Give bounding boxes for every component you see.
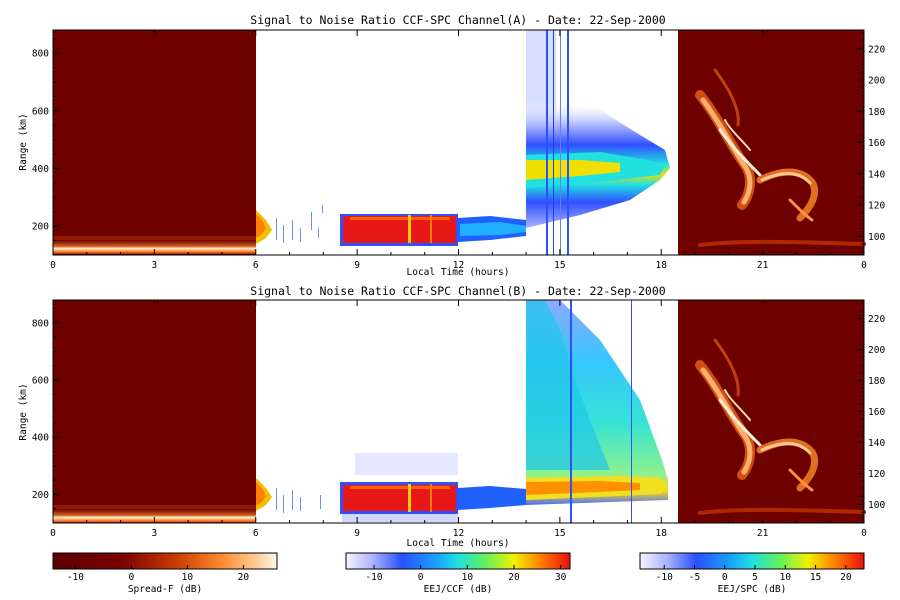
panel-a-spc-vertical-streaks (546, 30, 569, 255)
panel-b-spreadf-plume (695, 338, 866, 515)
panel-b-ytick-right-label: 180 (868, 376, 885, 387)
colorbar-tick-label: 10 (780, 572, 792, 583)
panel-b-axes: 0 3 6 9 12 15 18 21 0 200 400 600 800 100 120 140 160 180… (32, 300, 885, 539)
colorbar-tick-label: 10 (182, 572, 194, 583)
panel-a-plot (53, 30, 866, 255)
panel-a-xtick-label: 6 (253, 260, 259, 271)
panel-a-xtick-label: 15 (554, 260, 565, 271)
colorbar-tick-label: 20 (238, 572, 250, 583)
panel-b-plot (53, 300, 866, 523)
panel-a-xtick-label: 12 (453, 260, 464, 271)
colorbar-tick-label: 30 (555, 572, 567, 583)
panel-b-title: Signal to Noise Ratio CCF-SPC Channel(B)… (250, 284, 665, 298)
panel-a-ytick-label: 400 (32, 164, 49, 175)
colorbar-spreadf-label: Spread-F (dB) (128, 584, 202, 595)
panel-a-ytick-label: 600 (32, 106, 49, 117)
panel-b-xlabel: Local Time (hours) (407, 538, 510, 549)
panel-a-ytick-label: 200 (32, 222, 49, 233)
colorbar-tick-label: 5 (752, 572, 758, 583)
panel-b-xtick-label: 18 (656, 528, 668, 539)
panel-b-spreadf-left-bottom-layer (53, 509, 256, 523)
panel-b-ytick-label: 200 (32, 490, 49, 501)
panel-b-xtick-label: 0 (50, 528, 56, 539)
panel-a-xtick-label: 9 (354, 260, 360, 271)
panel-a-ytick-right-label: 100 (868, 232, 885, 243)
panel-b-ytick-label: 800 (32, 318, 49, 329)
colorbar-eej-ccf-gradient (345, 552, 571, 570)
panel-b-xtick-label: 3 (152, 528, 158, 539)
panel-b-xtick-label: 15 (554, 528, 565, 539)
colorbar-tick-label: -5 (689, 572, 700, 583)
colorbar-eej-spc-ticks: -10 -5 0 5 10 15 20 (656, 565, 852, 583)
colorbar-tick-label: 10 (462, 572, 474, 583)
panel-b-eej-layer-red (343, 485, 456, 511)
panel-a: Signal to Noise Ratio CCF-SPC Channel(A)… (18, 13, 885, 278)
panel-a-axes: 0 3 6 9 12 15 18 21 0 200 400 600 800 100 120 140 160 180… (32, 30, 885, 271)
panel-b-xtick-label: 6 (253, 528, 259, 539)
panel-b-ytick-right-label: 200 (868, 345, 885, 356)
panel-b-eej-upper-scatter (355, 453, 458, 475)
panel-a-spreadf-left-bottom-layer (53, 240, 256, 254)
panel-a-title: Signal to Noise Ratio CCF-SPC Channel(A)… (250, 13, 665, 27)
colorbar-tick-label: -10 (365, 572, 382, 583)
panel-b-ytick-right-label: 160 (868, 407, 885, 418)
panel-b-xtick-label: 21 (757, 528, 769, 539)
colorbar-tick-label: 15 (810, 572, 821, 583)
panel-b-eej-afternoon-band (458, 486, 526, 510)
colorbar-tick-label: 20 (508, 572, 520, 583)
panel-b-spreadf-left (53, 300, 256, 523)
panel-b-ytick-right-label: 220 (868, 314, 885, 325)
colorbar-tick-label: 0 (418, 572, 424, 583)
colorbar-tick-label: -10 (67, 572, 84, 583)
colorbar-eej-spc-gradient (639, 552, 865, 570)
panel-a-xtick-label: 18 (656, 260, 668, 271)
panel-b-ylabel: Range (km) (18, 383, 29, 440)
panel-b-spc-vertical-streaks (570, 300, 632, 523)
panel-a-xlabel: Local Time (hours) (407, 267, 510, 278)
panel-a-spreadf-left (53, 30, 256, 255)
panel-a-ytick-label: 800 (32, 49, 49, 60)
colorbar-tick-label: -10 (656, 572, 673, 583)
panel-a-ytick-right-label: 120 (868, 201, 885, 212)
colorbar-spreadf: -10 0 10 20 Spread-F (dB) (52, 552, 278, 595)
panel-a-xtick-label: 21 (757, 260, 769, 271)
colorbar-tick-label: 0 (129, 572, 135, 583)
colorbar-eej-ccf-ticks: -10 0 10 20 30 (365, 565, 567, 583)
panel-b-ytick-right-label: 120 (868, 469, 885, 480)
panel-a-ytick-right-label: 160 (868, 138, 885, 149)
panel-a-ytick-right-label: 180 (868, 107, 885, 118)
panel-b: Signal to Noise Ratio CCF-SPC Channel(B)… (18, 284, 885, 549)
panel-b-xtick-label: 9 (354, 528, 360, 539)
panel-a-eej-scatter (276, 205, 323, 243)
panel-b-xtick-label: 12 (453, 528, 464, 539)
colorbar-spreadf-ticks: -10 0 10 20 (67, 565, 250, 583)
panel-a-ylabel: Range (km) (18, 113, 29, 170)
panel-b-eej-scatter (276, 488, 321, 513)
colorbar-spreadf-gradient (52, 552, 278, 570)
panel-b-ytick-right-label: 140 (868, 438, 885, 449)
panel-a-eej-layer-red (343, 216, 456, 243)
colorbar-tick-label: 20 (840, 572, 852, 583)
panel-b-xtick-label: 0 (861, 528, 867, 539)
panel-a-xtick-label: 3 (152, 260, 158, 271)
colorbar-eej-spc-label: EEJ/SPC (dB) (718, 584, 787, 595)
panel-b-ytick-label: 400 (32, 433, 49, 444)
panel-b-spreadf-right (678, 300, 864, 523)
colorbar-tick-label: 0 (722, 572, 728, 583)
panel-a-spreadf-right (678, 30, 864, 255)
colorbar-eej-ccf: -10 0 10 20 30 EEJ/CCF (dB) (345, 552, 571, 595)
colorbar-eej-ccf-label: EEJ/CCF (dB) (424, 584, 493, 595)
panel-a-ytick-right-label: 140 (868, 169, 885, 180)
panel-a-ytick-right-label: 220 (868, 44, 885, 55)
panel-b-ytick-label: 600 (32, 376, 49, 387)
colorbar-eej-spc: -10 -5 0 5 10 15 20 EEJ/SPC (dB) (639, 552, 865, 595)
panel-a-ytick-right-label: 200 (868, 76, 885, 87)
panel-b-ytick-right-label: 100 (868, 500, 885, 511)
panel-a-xtick-label: 0 (861, 260, 867, 271)
panel-a-xtick-label: 0 (50, 260, 56, 271)
panel-a-spreadf-plume (695, 68, 866, 247)
